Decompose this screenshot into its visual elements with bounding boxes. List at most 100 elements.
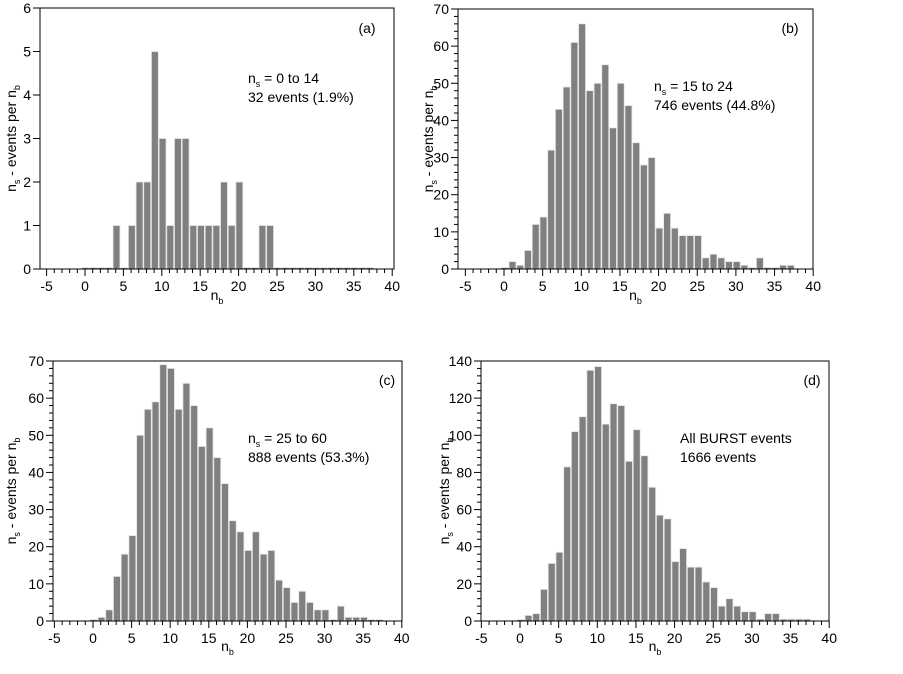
x-tick-label: -5 bbox=[475, 630, 488, 646]
bar bbox=[252, 531, 260, 622]
y-tick-label: 50 bbox=[433, 75, 449, 91]
y-tick-label: 0 bbox=[36, 613, 44, 629]
bar bbox=[221, 483, 229, 622]
annotation-line1: ns = 25 to 60 bbox=[248, 430, 327, 449]
x-tick-label: 35 bbox=[783, 630, 799, 646]
bar bbox=[205, 427, 214, 622]
y-tick-label: 5 bbox=[23, 44, 31, 60]
y-label-sub2: b bbox=[12, 85, 22, 90]
bar bbox=[151, 51, 159, 270]
y-tick-label: 0 bbox=[23, 261, 31, 277]
bar bbox=[517, 619, 525, 621]
bar bbox=[694, 566, 703, 622]
annotation-sub: s bbox=[256, 439, 261, 449]
y-tick-label: 0 bbox=[464, 613, 472, 629]
x-label-main: n bbox=[649, 638, 657, 654]
annotation-sub: s bbox=[256, 79, 261, 89]
annotation-rest: = 0 to 14 bbox=[260, 70, 319, 86]
bar bbox=[197, 446, 206, 622]
bar bbox=[786, 264, 795, 270]
y-label-sub: s bbox=[12, 532, 22, 537]
bar bbox=[725, 261, 733, 270]
bar bbox=[204, 225, 213, 270]
bar bbox=[275, 579, 283, 622]
y-tick-label: 3 bbox=[23, 131, 31, 147]
x-tick-label: 5 bbox=[555, 630, 563, 646]
bar bbox=[306, 602, 314, 622]
x-tick-label: 15 bbox=[612, 278, 628, 294]
bar bbox=[656, 514, 664, 622]
bar bbox=[732, 261, 741, 270]
x-axis-label: nb bbox=[629, 287, 642, 306]
x-tick-label: 20 bbox=[231, 278, 247, 294]
x-tick-label: -5 bbox=[40, 278, 53, 294]
x-tick-label: 20 bbox=[667, 630, 683, 646]
bar bbox=[105, 609, 114, 622]
bar bbox=[717, 605, 726, 622]
bar bbox=[678, 235, 687, 270]
x-axis-label: nb bbox=[649, 638, 662, 657]
bar bbox=[586, 369, 595, 622]
y-tick-label: 70 bbox=[433, 1, 449, 17]
bar bbox=[601, 64, 610, 270]
bar bbox=[290, 602, 299, 622]
bar bbox=[267, 550, 276, 622]
x-tick-label: 30 bbox=[308, 278, 324, 294]
x-tick-label: 15 bbox=[201, 630, 217, 646]
bar bbox=[701, 257, 710, 270]
x-tick-label: 10 bbox=[590, 630, 606, 646]
bar bbox=[135, 181, 144, 270]
y-tick-label: 100 bbox=[449, 427, 473, 443]
y-label-sub: s bbox=[429, 180, 439, 185]
bar bbox=[771, 267, 779, 269]
bar bbox=[366, 267, 374, 269]
bar bbox=[663, 518, 672, 622]
bar bbox=[547, 149, 556, 270]
x-tick-label: 25 bbox=[278, 630, 294, 646]
y-tick-label: 0 bbox=[441, 261, 449, 277]
x-tick-label: -5 bbox=[48, 630, 61, 646]
y-tick-label: 4 bbox=[23, 87, 31, 103]
annotation-rest: = 15 to 24 bbox=[666, 78, 733, 94]
x-tick-label: 40 bbox=[821, 630, 837, 646]
bar bbox=[343, 267, 351, 269]
x-tick-label: 15 bbox=[192, 278, 208, 294]
bar bbox=[764, 613, 773, 622]
x-label-sub: b bbox=[656, 647, 661, 657]
y-label-main: n bbox=[420, 185, 436, 193]
x-axis-label: nb bbox=[211, 287, 224, 306]
bar bbox=[625, 460, 633, 622]
bar bbox=[213, 457, 222, 622]
x-axis-label: nb bbox=[221, 638, 234, 657]
bar bbox=[312, 267, 320, 269]
bar bbox=[151, 401, 160, 622]
y-label-sub2: b bbox=[429, 86, 439, 91]
bar bbox=[741, 611, 749, 622]
bar bbox=[182, 382, 191, 622]
bar bbox=[539, 216, 548, 270]
bar bbox=[90, 619, 98, 621]
y-tick-label: 1 bbox=[23, 218, 31, 234]
y-axis-label: ns - events per nb bbox=[3, 438, 22, 545]
bar bbox=[733, 605, 742, 622]
y-tick-label: 30 bbox=[433, 150, 449, 166]
x-tick-label: 30 bbox=[744, 630, 760, 646]
bar bbox=[181, 138, 190, 270]
y-tick-label: 20 bbox=[28, 539, 44, 555]
bar bbox=[336, 605, 345, 622]
x-tick-label: 25 bbox=[689, 278, 705, 294]
annotation-line1: ns = 15 to 24 bbox=[654, 78, 733, 97]
y-tick-label: 40 bbox=[28, 464, 44, 480]
bar bbox=[585, 90, 594, 270]
y-axis-label: ns - events per nb bbox=[436, 438, 455, 545]
bar bbox=[717, 257, 726, 270]
x-tick-label: 30 bbox=[728, 278, 744, 294]
bar bbox=[259, 553, 268, 622]
bar bbox=[593, 82, 602, 270]
bar bbox=[710, 587, 718, 622]
bar bbox=[368, 619, 376, 621]
bar bbox=[82, 267, 90, 269]
